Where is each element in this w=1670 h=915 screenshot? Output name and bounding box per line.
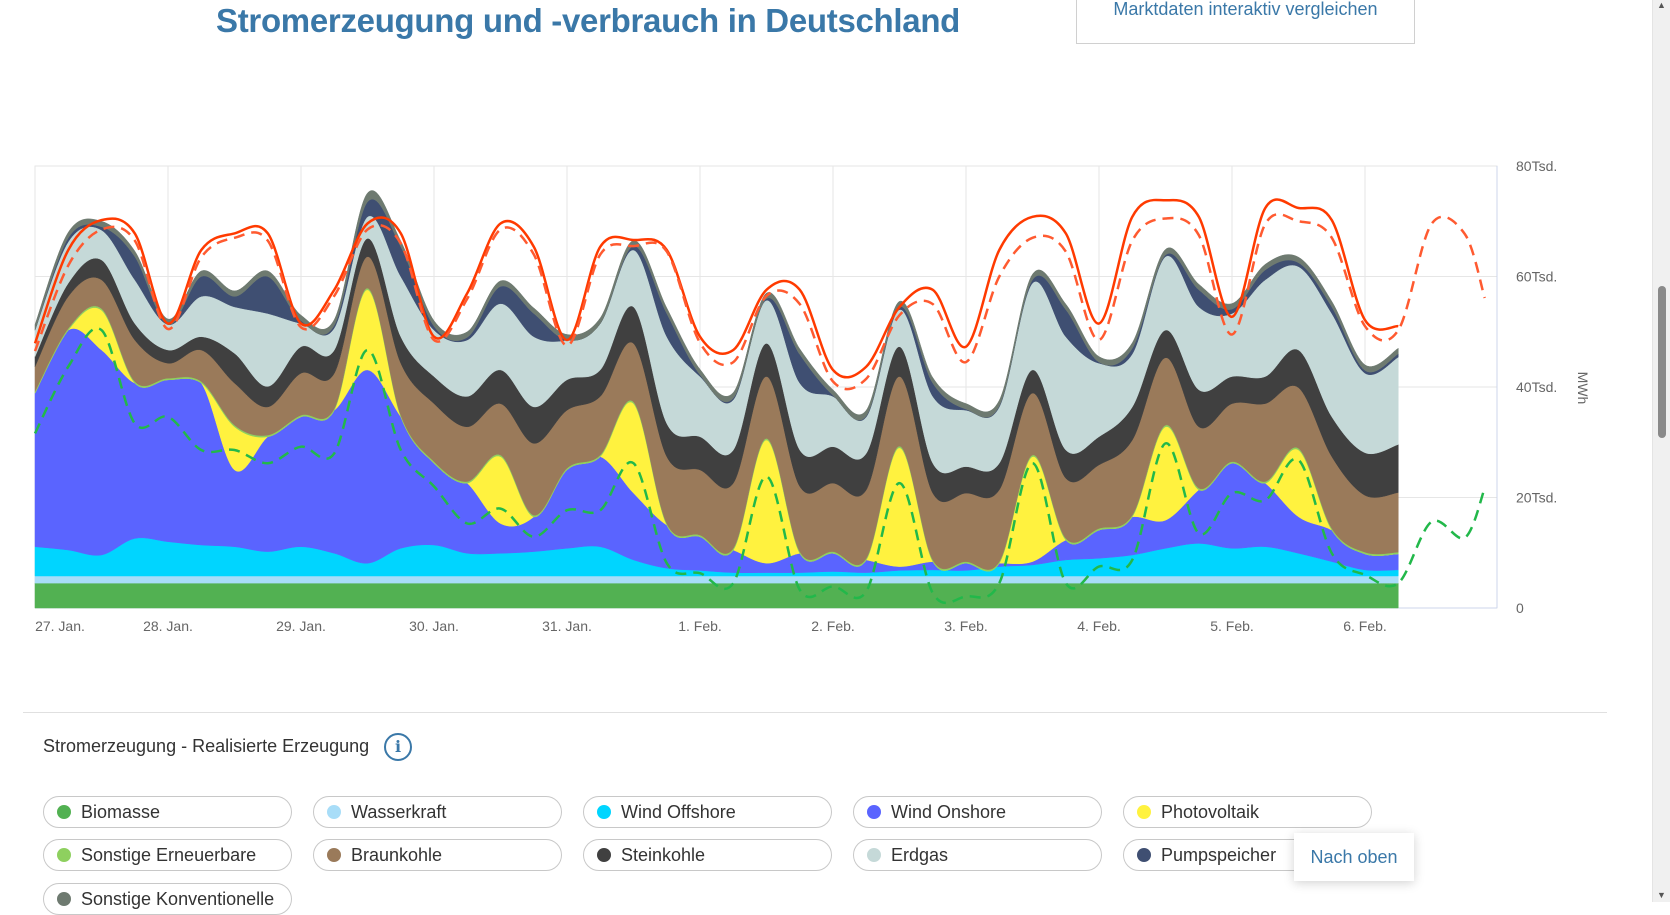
legend-color-dot-icon (327, 848, 341, 862)
area-sonstige-konventionelle[interactable] (34, 190, 1399, 421)
legend-item-label: Steinkohle (621, 845, 706, 865)
x-tick-label: 3. Feb. (944, 618, 988, 634)
x-tick-label: 5. Feb. (1210, 618, 1254, 634)
scroll-down-arrow-icon[interactable]: ▼ (1657, 890, 1666, 900)
legend-item-erdgas[interactable]: Erdgas (853, 839, 1102, 871)
section-title: Stromerzeugung - Realisierte Erzeugung (43, 736, 370, 756)
legend-item-label: Biomasse (81, 802, 161, 822)
legend-item-biomasse[interactable]: Biomasse (43, 796, 292, 828)
line-green-dashed[interactable] (33, 327, 1486, 605)
area-wasserkraft[interactable] (34, 575, 1399, 584)
line-consumption-forecast[interactable] (33, 212, 1486, 391)
legend-item-sonstige-erneuerbare[interactable]: Sonstige Erneuerbare (43, 839, 292, 871)
legend-item-label: Braunkohle (351, 845, 443, 865)
legend-color-dot-icon (57, 848, 71, 862)
scroll-up-arrow-icon[interactable]: ▲ (1657, 0, 1666, 10)
y-tick-label: 40Tsd. (1516, 379, 1557, 395)
legend-color-dot-icon (867, 805, 881, 819)
legend-item-label: Sonstige Erneuerbare (81, 845, 257, 865)
legend-item-label: Wasserkraft (351, 802, 447, 822)
line-consumption[interactable] (33, 198, 1399, 379)
x-tick-label: 4. Feb. (1077, 618, 1121, 634)
legend-item-label: Photovoltaik (1161, 802, 1260, 822)
section-divider (23, 712, 1607, 713)
x-tick-label: 6. Feb. (1343, 618, 1387, 634)
legend-color-dot-icon (1137, 848, 1151, 862)
legend-item-sonstige-konventionelle[interactable]: Sonstige Konventionelle (43, 883, 292, 915)
y-tick-label: 80Tsd. (1516, 158, 1557, 174)
y-tick-label: 0 (1516, 600, 1524, 616)
chart-lines (33, 198, 1486, 605)
x-tick-label: 28. Jan. (143, 618, 193, 634)
x-tick-label: 30. Jan. (409, 618, 459, 634)
y-axis-title: MWh (1575, 372, 1591, 405)
info-icon[interactable]: i (384, 733, 412, 761)
compare-market-data-button[interactable]: Marktdaten interaktiv vergleichen (1076, 0, 1415, 44)
legend-color-dot-icon (867, 848, 881, 862)
legend-item-label: Wind Onshore (891, 802, 1007, 822)
x-tick-label: 2. Feb. (811, 618, 855, 634)
generation-consumption-chart: 0 20Tsd. 40Tsd. 60Tsd. 80Tsd. 27. Jan. 28. Ja… (33, 158, 1591, 634)
back-to-top-button[interactable]: Nach oben (1294, 833, 1414, 881)
y-tick-label: 60Tsd. (1516, 269, 1557, 285)
page-title: Stromerzeugung und -verbrauch in Deutsch… (216, 2, 961, 39)
scrollbar-thumb[interactable] (1658, 286, 1666, 438)
legend-item-label: Pumpspeicher (1161, 845, 1277, 865)
legend-item-label: Sonstige Konventionelle (81, 889, 275, 909)
legend-color-dot-icon (597, 848, 611, 862)
x-axis: 27. Jan. 28. Jan. 29. Jan. 30. Jan. 31. Jan.… (35, 618, 1387, 634)
legend-item-steinkohle[interactable]: Steinkohle (583, 839, 832, 871)
x-tick-label: 29. Jan. (276, 618, 326, 634)
legend-item-braunkohle[interactable]: Braunkohle (313, 839, 562, 871)
x-tick-label: 27. Jan. (35, 618, 85, 634)
legend-item-label: Wind Offshore (621, 802, 736, 822)
legend-item-wind-onshore[interactable]: Wind Onshore (853, 796, 1102, 828)
legend-color-dot-icon (597, 805, 611, 819)
x-tick-label: 31. Jan. (542, 618, 592, 634)
y-axis: 0 20Tsd. 40Tsd. 60Tsd. 80Tsd. (1516, 158, 1557, 616)
legend-item-label: Erdgas (891, 845, 949, 865)
x-tick-label: 1. Feb. (678, 618, 722, 634)
scrollbar[interactable]: ▲ ▼ (1652, 0, 1670, 902)
legend-item-wasserkraft[interactable]: Wasserkraft (313, 796, 562, 828)
legend-color-dot-icon (57, 892, 71, 906)
legend-item-photovoltaik[interactable]: Photovoltaik (1123, 796, 1372, 828)
y-tick-label: 20Tsd. (1516, 490, 1557, 506)
legend-color-dot-icon (1137, 805, 1151, 819)
legend-item-wind-offshore[interactable]: Wind Offshore (583, 796, 832, 828)
legend-color-dot-icon (57, 805, 71, 819)
legend-color-dot-icon (327, 805, 341, 819)
